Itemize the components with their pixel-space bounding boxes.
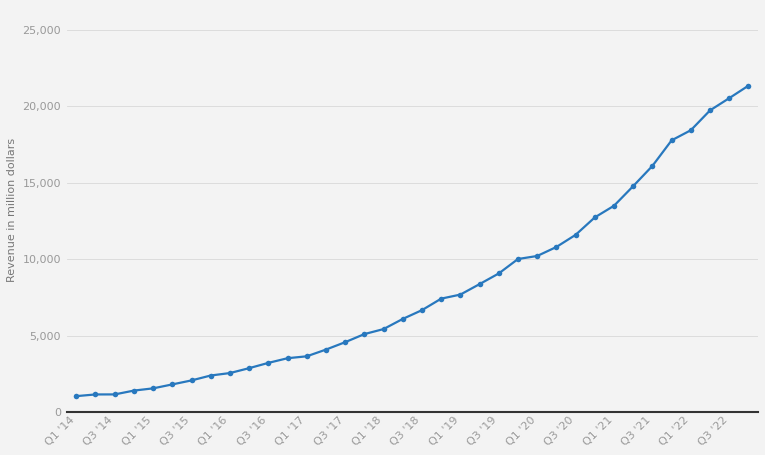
Y-axis label: Revenue in million dollars: Revenue in million dollars	[7, 137, 17, 282]
